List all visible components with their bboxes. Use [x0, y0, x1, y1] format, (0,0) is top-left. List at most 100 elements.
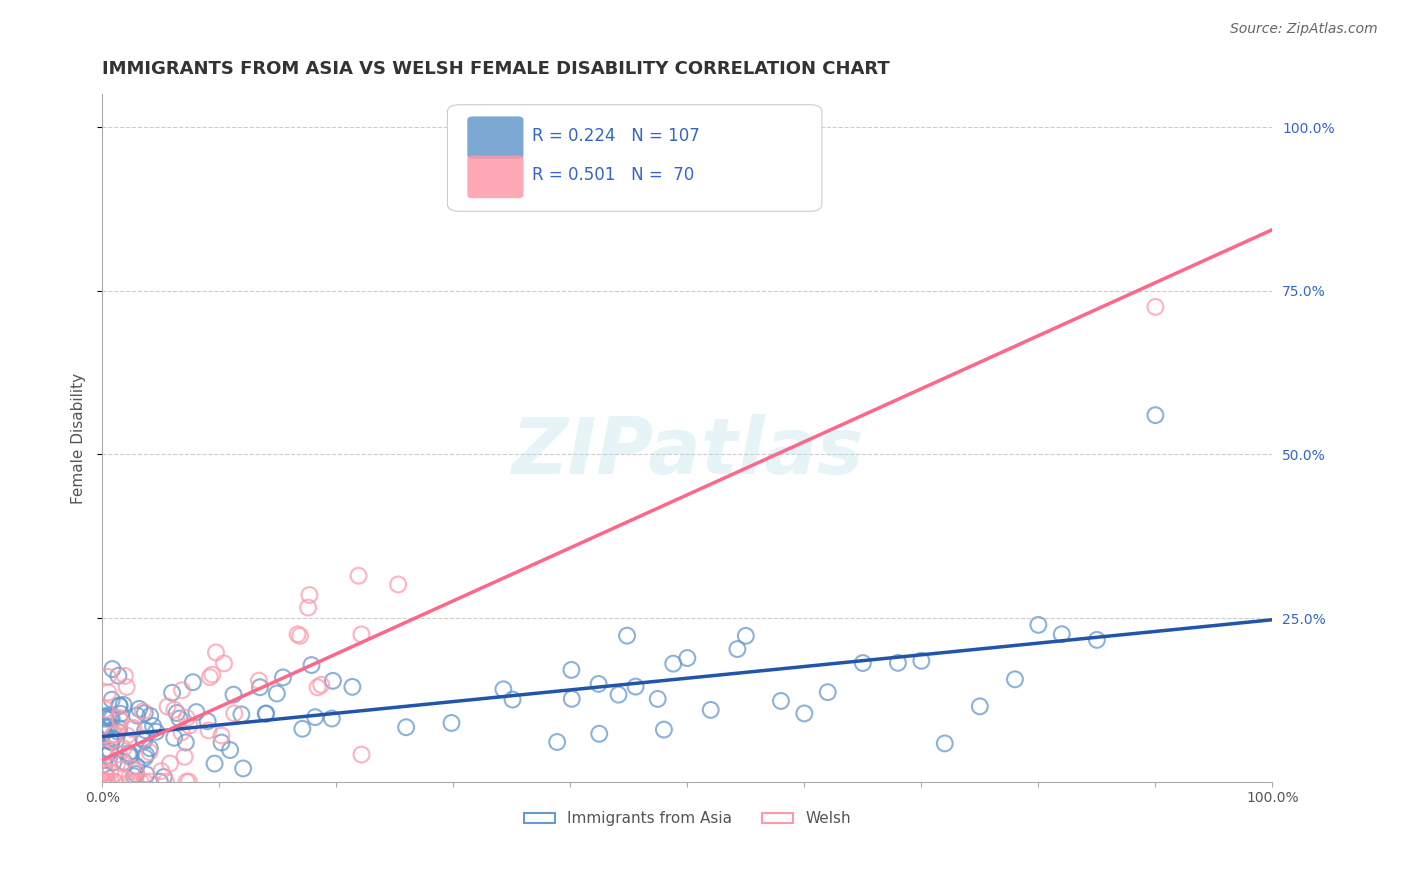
Point — [1028, 618, 1050, 632]
Point — [107, 725, 129, 739]
Point — [304, 710, 326, 724]
Point — [149, 774, 172, 789]
Point — [160, 686, 183, 700]
FancyBboxPatch shape — [467, 155, 523, 198]
Point — [134, 733, 156, 747]
Point — [125, 759, 148, 773]
Point — [93, 719, 115, 733]
Point — [492, 682, 515, 697]
Point — [222, 688, 245, 702]
Point — [155, 774, 177, 789]
Point — [298, 588, 321, 602]
Point — [101, 662, 124, 676]
Legend: Immigrants from Asia, Welsh: Immigrants from Asia, Welsh — [517, 805, 856, 832]
Point — [291, 722, 314, 736]
Point — [309, 678, 332, 692]
Point — [297, 600, 319, 615]
Point — [108, 711, 131, 725]
Point — [132, 705, 155, 719]
Point — [156, 699, 179, 714]
Point — [121, 761, 143, 775]
Point — [114, 669, 136, 683]
Point — [852, 656, 875, 670]
Point — [271, 670, 294, 684]
Point — [101, 692, 124, 706]
Point — [163, 731, 186, 745]
Point — [108, 721, 131, 735]
Point — [118, 749, 141, 764]
Point — [120, 774, 142, 789]
Point — [231, 707, 253, 722]
Point — [301, 658, 323, 673]
Point — [93, 774, 115, 789]
Point — [138, 745, 160, 759]
Point — [101, 728, 124, 742]
Point — [232, 761, 254, 775]
Point — [197, 723, 219, 738]
Point — [122, 769, 145, 783]
Point — [173, 749, 195, 764]
Point — [134, 706, 156, 720]
Point — [181, 675, 204, 690]
Point — [98, 711, 121, 725]
Point — [98, 720, 121, 734]
Point — [350, 627, 373, 641]
Point — [588, 727, 610, 741]
Point — [219, 743, 242, 757]
Point — [624, 680, 647, 694]
Point — [120, 748, 142, 763]
Point — [139, 709, 162, 723]
Point — [254, 706, 277, 721]
Point — [100, 735, 122, 749]
Point — [201, 667, 224, 681]
Text: R = 0.501   N =  70: R = 0.501 N = 70 — [531, 166, 695, 184]
Point — [502, 692, 524, 706]
Y-axis label: Female Disability: Female Disability — [72, 373, 86, 504]
Point — [103, 756, 125, 770]
Point — [93, 774, 115, 789]
Point — [170, 725, 193, 739]
Text: IMMIGRANTS FROM ASIA VS WELSH FEMALE DISABILITY CORRELATION CHART: IMMIGRANTS FROM ASIA VS WELSH FEMALE DIS… — [103, 60, 890, 78]
Point — [110, 714, 132, 728]
FancyBboxPatch shape — [447, 104, 823, 211]
Point — [174, 735, 197, 749]
Point — [135, 767, 157, 781]
Point — [111, 756, 134, 771]
Point — [93, 774, 115, 789]
Point — [910, 654, 932, 668]
Point — [350, 747, 373, 762]
Point — [134, 723, 156, 738]
Point — [321, 712, 343, 726]
Point — [561, 691, 583, 706]
Point — [179, 718, 201, 732]
Point — [254, 706, 277, 721]
Point — [266, 686, 288, 700]
Point — [118, 746, 141, 760]
Point — [212, 657, 235, 671]
Point — [887, 656, 910, 670]
Point — [142, 719, 165, 733]
Text: R = 0.224   N = 107: R = 0.224 N = 107 — [531, 127, 699, 145]
Point — [115, 729, 138, 743]
Point — [1050, 627, 1073, 641]
Point — [103, 727, 125, 741]
Point — [128, 702, 150, 716]
Point — [110, 706, 132, 721]
Point — [969, 699, 991, 714]
Point — [125, 764, 148, 778]
Point — [96, 748, 118, 763]
Point — [395, 720, 418, 734]
Point — [132, 731, 155, 746]
Point — [93, 744, 115, 758]
Point — [108, 699, 131, 714]
Point — [94, 702, 117, 716]
Point — [134, 750, 156, 764]
Point — [94, 747, 117, 761]
Point — [94, 766, 117, 780]
Point — [100, 711, 122, 725]
Point — [93, 774, 115, 789]
Point — [176, 774, 198, 789]
Point — [676, 651, 699, 665]
Point — [209, 728, 232, 742]
Point — [546, 735, 568, 749]
